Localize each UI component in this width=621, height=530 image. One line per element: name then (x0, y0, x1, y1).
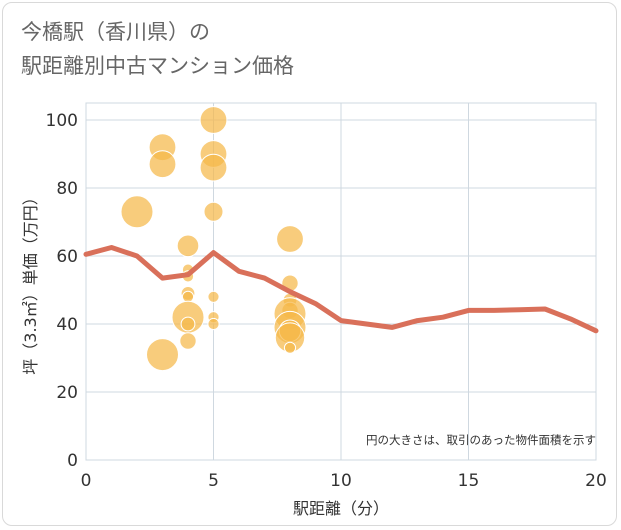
chart-title-line-1: 今橋駅（香川県）の (21, 20, 210, 44)
y-tick-label: 60 (56, 247, 78, 267)
bubble (146, 338, 179, 372)
y-tick-label: 20 (56, 383, 78, 403)
chart-title: 今橋駅（香川県）の 駅距離別中古マンション価格 (21, 15, 294, 83)
bubble (176, 234, 200, 258)
y-tick-label: 100 (46, 111, 78, 131)
bubble (283, 341, 297, 354)
y-tick-label: 80 (56, 179, 78, 199)
y-tick-labels: 0 20 40 60 80 100 (46, 111, 78, 471)
bubble (199, 106, 228, 134)
y-tick-label: 0 (67, 451, 78, 471)
bubble (207, 290, 220, 303)
x-tick-label: 0 (81, 471, 92, 491)
bubble (180, 316, 196, 332)
chart-title-line-2: 駅距離別中古マンション価格 (21, 54, 294, 78)
x-tick-label: 10 (330, 471, 352, 491)
bubble (120, 195, 154, 229)
bubble (276, 225, 304, 253)
x-tick-label: 5 (208, 471, 219, 491)
bubble (207, 317, 220, 331)
average-price-line (83, 245, 599, 334)
x-tick-label: 15 (458, 471, 480, 491)
size-note: 円の大きさは、取引のあった物件面積を示す (366, 433, 596, 447)
y-axis-label: 坪（3.3㎡）単価（万円） (21, 189, 40, 374)
x-tick-labels: 0 5 10 15 20 (81, 471, 607, 491)
chart-card: 今橋駅（香川県）の 駅距離別中古マンション価格 (2, 2, 617, 526)
plot-frame (85, 102, 597, 461)
x-tick-label: 20 (585, 471, 607, 491)
y-tick-label: 40 (56, 315, 78, 335)
bubble (203, 201, 224, 222)
bubble (179, 332, 197, 350)
bubble (199, 153, 228, 182)
bubble (148, 150, 177, 179)
bubble-layer (120, 106, 307, 372)
x-axis-label: 駅距離（分） (293, 499, 389, 518)
